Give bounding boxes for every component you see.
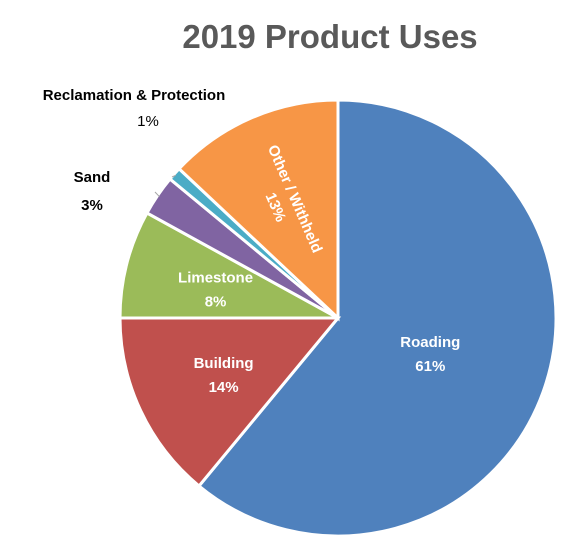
data-label-percent: 14%: [209, 379, 239, 396]
pie-slice-limestone: [118, 210, 339, 320]
data-label-percent: 61%: [415, 358, 445, 375]
pie-slice-building: [118, 316, 342, 489]
data-label-percent: 8%: [205, 294, 227, 311]
pie-slices: [118, 98, 558, 538]
leader-line-sand: [154, 191, 160, 197]
data-label-sand-category: Sand: [74, 169, 111, 186]
pie-slice-roading: [196, 98, 558, 538]
data-label-category: Roading: [400, 334, 460, 351]
data-label-category: Limestone: [178, 270, 253, 287]
data-label-reclamation-protection-category: Reclamation & Protection: [43, 87, 226, 104]
leader-line-reclamation-protection: [171, 174, 177, 178]
data-label-sand-percent: 3%: [81, 197, 103, 214]
data-label-reclamation-protection-percent: 1%: [137, 113, 159, 130]
pie-slice-other-withheld: [176, 98, 340, 322]
data-label-roading: Roading 61%: [400, 334, 460, 375]
chart-title: 2019 Product Uses: [182, 18, 478, 55]
data-label-building: Building 14%: [194, 355, 254, 396]
data-label-category: Building: [194, 355, 254, 372]
data-label-limestone: Limestone 8%: [178, 270, 253, 311]
